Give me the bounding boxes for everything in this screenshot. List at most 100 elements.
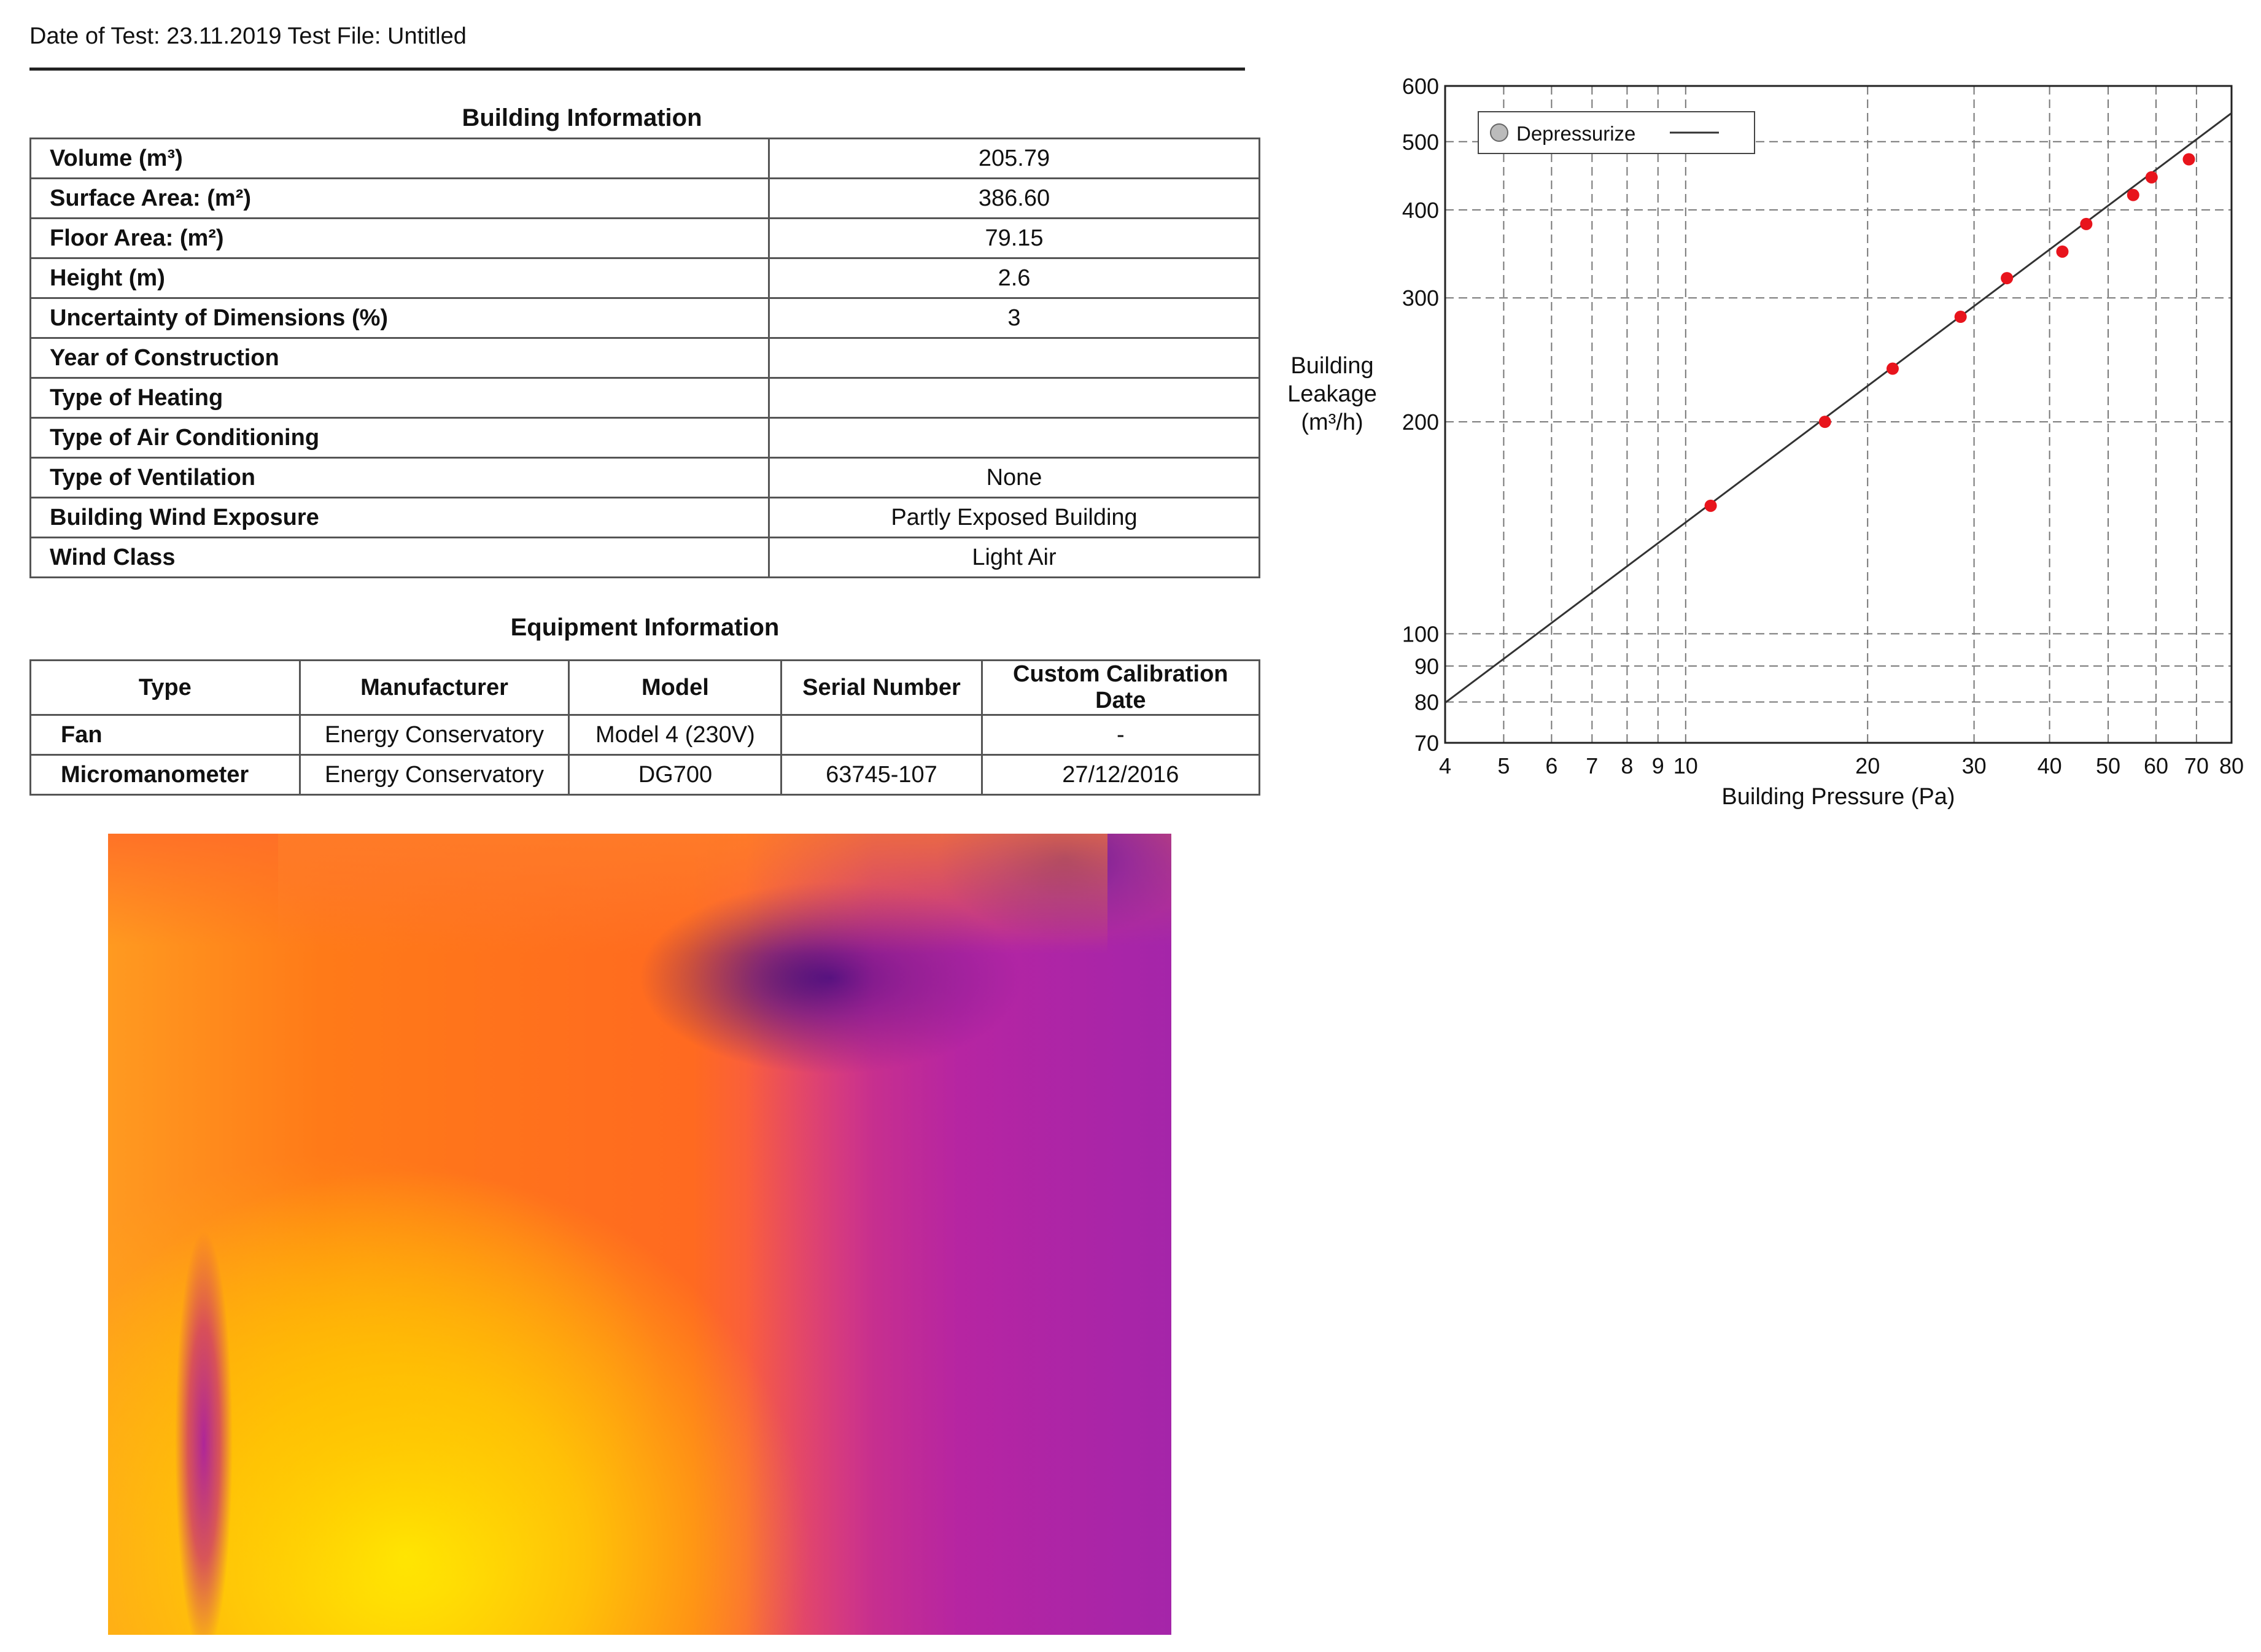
- building-info-row: Type of Ventilation None: [29, 457, 1260, 498]
- building-info-label: Volume (m³): [29, 138, 770, 179]
- building-info-row: Year of Construction: [29, 337, 1260, 379]
- building-info-label: Height (m): [29, 257, 770, 299]
- y-axis-label: (m³/h): [1301, 409, 1363, 435]
- building-info-row: Type of Heating: [29, 377, 1260, 419]
- data-point: [1886, 362, 1899, 375]
- equipment-header-row: Type Manufacturer Model Serial Number Custom…: [29, 659, 1261, 716]
- building-info-label: Uncertainty of Dimensions (%): [29, 297, 770, 339]
- building-info-label: Wind Class: [29, 537, 770, 578]
- x-tick-label: 10: [1673, 753, 1698, 778]
- equipment-cell: 27/12/2016: [980, 754, 1261, 796]
- chart-legend: Depressurize: [1478, 111, 1755, 154]
- equipment-info-title: Equipment Information: [510, 614, 780, 641]
- equipment-column-header: Serial Number: [780, 659, 983, 716]
- building-info-value: Partly Exposed Building: [768, 497, 1260, 538]
- x-tick-label: 50: [2096, 753, 2120, 778]
- data-point: [2080, 217, 2093, 230]
- building-info-row: Uncertainty of Dimensions (%) 3: [29, 297, 1260, 339]
- legend-label: Depressurize: [1516, 122, 1635, 145]
- x-tick-label: 20: [1855, 753, 1880, 778]
- equipment-column-header: Model: [568, 659, 783, 716]
- data-point: [2127, 188, 2139, 201]
- building-info-label: Building Wind Exposure: [29, 497, 770, 538]
- building-info-row: Height (m) 2.6: [29, 257, 1260, 299]
- building-info-row: Floor Area: (m²) 79.15: [29, 217, 1260, 259]
- building-info-label: Surface Area: (m²): [29, 177, 770, 219]
- x-tick-label: 4: [1439, 753, 1451, 778]
- data-point: [2056, 245, 2069, 258]
- equipment-cell: Energy Conservatory: [298, 754, 570, 796]
- equipment-cell: [780, 714, 983, 756]
- x-tick-label: 5: [1497, 753, 1510, 778]
- equipment-column-header: Type: [29, 659, 301, 716]
- x-axis-label: Building Pressure (Pa): [1721, 784, 1955, 810]
- equipment-column-header: Custom Calibration Date: [980, 659, 1261, 716]
- x-tick-label: 40: [2038, 753, 2062, 778]
- building-info-value: 2.6: [768, 257, 1260, 299]
- building-info-row: Building Wind Exposure Partly Exposed Bui…: [29, 497, 1260, 538]
- y-tick-label: 300: [1402, 285, 1439, 311]
- y-tick-label: 90: [1414, 654, 1439, 679]
- x-tick-label: 70: [2184, 753, 2209, 778]
- x-tick-label: 80: [2219, 753, 2244, 778]
- building-info-value: 205.79: [768, 138, 1260, 179]
- x-tick-label: 30: [1962, 753, 1987, 778]
- building-info-title: Building Information: [462, 104, 702, 131]
- y-tick-label: 80: [1414, 689, 1439, 715]
- x-tick-label: 9: [1652, 753, 1664, 778]
- data-point: [2145, 171, 2158, 184]
- fit-line: [1445, 112, 2232, 704]
- y-tick-label: 200: [1402, 409, 1439, 435]
- equipment-cell: Fan: [29, 714, 301, 756]
- header-divider: [29, 68, 1245, 71]
- y-tick-label: 400: [1402, 198, 1439, 223]
- equipment-info-table: Type Manufacturer Model Serial Number Custom…: [29, 659, 1261, 796]
- data-point: [2001, 272, 2014, 285]
- thermal-image: [108, 834, 1171, 1635]
- equipment-column-header: Manufacturer: [298, 659, 570, 716]
- equipment-cell: -: [980, 714, 1261, 756]
- report-header: Date of Test: 23.11.2019 Test File: Unti…: [29, 23, 467, 49]
- building-info-value: Light Air: [768, 537, 1260, 578]
- building-info-row: Type of Air Conditioning: [29, 417, 1260, 459]
- x-tick-label: 7: [1586, 753, 1598, 778]
- legend-marker-icon: [1490, 123, 1508, 142]
- data-point: [1954, 311, 1967, 324]
- data-point: [1704, 499, 1717, 512]
- y-tick-label: 70: [1414, 731, 1439, 756]
- y-tick-label: 500: [1402, 130, 1439, 155]
- building-info-label: Type of Ventilation: [29, 457, 770, 498]
- x-tick-label: 60: [2144, 753, 2168, 778]
- y-tick-label: 600: [1402, 74, 1439, 99]
- equipment-cell: Energy Conservatory: [298, 714, 570, 756]
- plot-frame: [1444, 85, 2233, 744]
- equipment-row: Fan Energy Conservatory Model 4 (230V) -: [29, 714, 1261, 756]
- building-info-value: 3: [768, 297, 1260, 339]
- building-info-row: Surface Area: (m²) 386.60: [29, 177, 1260, 219]
- building-info-label: Year of Construction: [29, 337, 770, 379]
- equipment-cell: DG700: [568, 754, 783, 796]
- data-point: [2182, 153, 2195, 166]
- x-tick-label: 6: [1545, 753, 1557, 778]
- y-axis-label: Building: [1290, 353, 1373, 379]
- building-info-value: [768, 337, 1260, 379]
- building-info-label: Type of Air Conditioning: [29, 417, 770, 459]
- equipment-cell: 63745-107: [780, 754, 983, 796]
- equipment-cell: Micromanometer: [29, 754, 301, 796]
- building-info-label: Type of Heating: [29, 377, 770, 419]
- equipment-cell: Model 4 (230V): [568, 714, 783, 756]
- building-info-row: Volume (m³) 205.79: [29, 138, 1260, 179]
- building-info-value: [768, 377, 1260, 419]
- data-point: [1818, 416, 1831, 429]
- y-axis-label: Leakage: [1287, 381, 1377, 407]
- building-info-label: Floor Area: (m²): [29, 217, 770, 259]
- building-info-value: 79.15: [768, 217, 1260, 259]
- building-info-value: [768, 417, 1260, 459]
- building-info-value: 386.60: [768, 177, 1260, 219]
- x-tick-label: 8: [1621, 753, 1633, 778]
- equipment-row: Micromanometer Energy Conservatory DG700 63…: [29, 754, 1261, 796]
- y-tick-label: 100: [1402, 621, 1439, 646]
- building-info-row: Wind Class Light Air: [29, 537, 1260, 578]
- building-info-table: Volume (m³) 205.79 Surface Area: (m²) 386.6…: [29, 138, 1260, 578]
- building-info-value: None: [768, 457, 1260, 498]
